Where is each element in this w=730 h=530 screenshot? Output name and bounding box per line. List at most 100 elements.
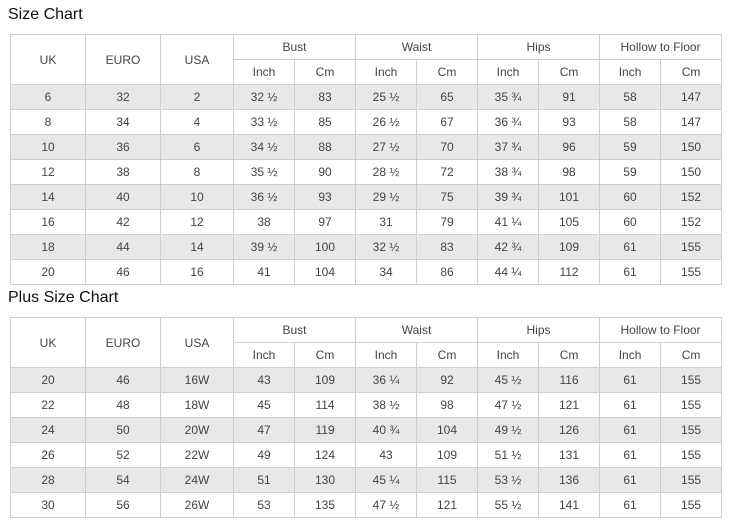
data-cell: 61 [599,442,662,468]
data-cell: 36 ¾ [477,109,540,135]
data-cell: 104 [416,417,479,443]
data-cell: 42 [85,209,161,235]
data-cell: 22 [10,392,86,418]
data-cell: 16W [160,367,234,393]
data-cell: 150 [660,134,723,160]
data-cell: 155 [660,259,723,285]
size-table: UK EURO USA Bust Waist Hips Hollow to Floor Inc… [10,317,723,518]
data-cell: 155 [660,417,723,443]
data-cell: 49 ½ [477,417,540,443]
data-cell: 38 [85,159,161,185]
subheader-cell: Cm [660,342,723,368]
data-row: 20 46 16 41 104 34 86 44 ¼ 112 61 155 [10,259,723,285]
data-cell: 109 [416,442,479,468]
subheader-cell: Cm [538,59,601,85]
header-cell: EURO [85,34,161,85]
data-cell: 152 [660,184,723,210]
data-cell: 72 [416,159,479,185]
data-cell: 25 ½ [355,84,418,110]
data-cell: 54 [85,467,161,493]
data-cell: 60 [599,209,662,235]
data-cell: 105 [538,209,601,235]
data-cell: 116 [538,367,601,393]
data-cell: 36 ¼ [355,367,418,393]
data-cell: 100 [293,234,357,260]
subheader-cell: Inch [599,59,662,85]
data-row: 6 32 2 32 ½ 83 25 ½ 65 35 ¾ 91 58 147 [10,84,723,110]
header-cell: UK [10,34,86,85]
data-cell: 55 ½ [477,492,540,518]
header-row: UK EURO USA Bust Waist Hips Hollow to Floor [10,34,723,85]
data-cell: 124 [293,442,357,468]
data-cell: 47 [233,417,295,443]
data-cell: 16 [10,209,86,235]
data-cell: 35 ¾ [477,84,540,110]
data-cell: 50 [85,417,161,443]
data-cell: 155 [660,442,723,468]
data-cell: 28 [10,467,86,493]
data-cell: 26W [160,492,234,518]
data-row: 12 38 8 35 ½ 90 28 ½ 72 38 ¾ 98 59 150 [10,159,723,185]
data-cell: 24 [10,417,86,443]
data-row: 28 54 24W 51 130 45 ¼ 115 53 ½ 136 61 155 [10,467,723,493]
data-cell: 32 ½ [233,84,295,110]
data-cell: 34 ½ [233,134,295,160]
data-cell: 35 ½ [233,159,295,185]
data-cell: 34 [85,109,161,135]
data-cell: 91 [538,84,601,110]
data-cell: 18 [10,234,86,260]
data-cell: 10 [10,134,86,160]
header-cell: Bust [232,34,357,60]
data-cell: 46 [85,367,161,393]
subheader-row: Inch Cm Inch Cm Inch Cm Inch Cm [11,342,723,368]
data-cell: 47 ½ [355,492,418,518]
data-row: 14 40 10 36 ½ 93 29 ½ 75 39 ¾ 101 60 152 [10,184,723,210]
data-row: 20 46 16W 43 109 36 ¼ 92 45 ½ 116 61 155 [10,367,723,393]
data-cell: 49 [233,442,295,468]
data-cell: 61 [599,259,662,285]
header-cell: Hips [477,34,601,60]
section-title: Size Chart [8,6,83,23]
data-cell: 8 [160,159,234,185]
data-cell: 126 [538,417,601,443]
data-cell: 147 [660,84,723,110]
data-cell: 114 [293,392,357,418]
data-cell: 61 [599,492,662,518]
header-cell: Hollow to Floor [599,34,723,60]
data-cell: 88 [293,134,357,160]
data-cell: 30 [10,492,86,518]
data-cell: 6 [10,84,86,110]
data-row: 10 36 6 34 ½ 88 27 ½ 70 37 ¾ 96 59 150 [10,134,723,160]
data-cell: 135 [293,492,357,518]
data-row: 8 34 4 33 ½ 85 26 ½ 67 36 ¾ 93 58 147 [10,109,723,135]
data-cell: 52 [85,442,161,468]
data-cell: 53 ½ [477,467,540,493]
data-cell: 12 [10,159,86,185]
data-cell: 46 [85,259,161,285]
subheader-cell: Inch [477,342,540,368]
data-cell: 40 ¾ [355,417,418,443]
data-cell: 104 [293,259,357,285]
data-cell: 83 [416,234,479,260]
data-cell: 38 ¾ [477,159,540,185]
size-table: UK EURO USA Bust Waist Hips Hollow to Floor Inc… [10,34,723,285]
data-cell: 39 ½ [233,234,295,260]
subheader-cell: Cm [660,59,723,85]
subheader-row: Inch Cm Inch Cm Inch Cm Inch Cm [11,59,723,85]
data-cell: 59 [599,134,662,160]
subheader-cell: Inch [355,59,418,85]
data-cell: 44 ¼ [477,259,540,285]
header-row: UK EURO USA Bust Waist Hips Hollow to Floor [10,317,723,368]
data-cell: 79 [416,209,479,235]
data-cell: 61 [599,392,662,418]
data-cell: 130 [293,467,357,493]
data-cell: 59 [599,159,662,185]
data-cell: 51 [233,467,295,493]
data-cell: 155 [660,492,723,518]
subheader-cell: Inch [233,342,295,368]
data-cell: 60 [599,184,662,210]
data-cell: 38 [233,209,295,235]
data-cell: 18W [160,392,234,418]
header-cell: Hips [477,317,601,343]
